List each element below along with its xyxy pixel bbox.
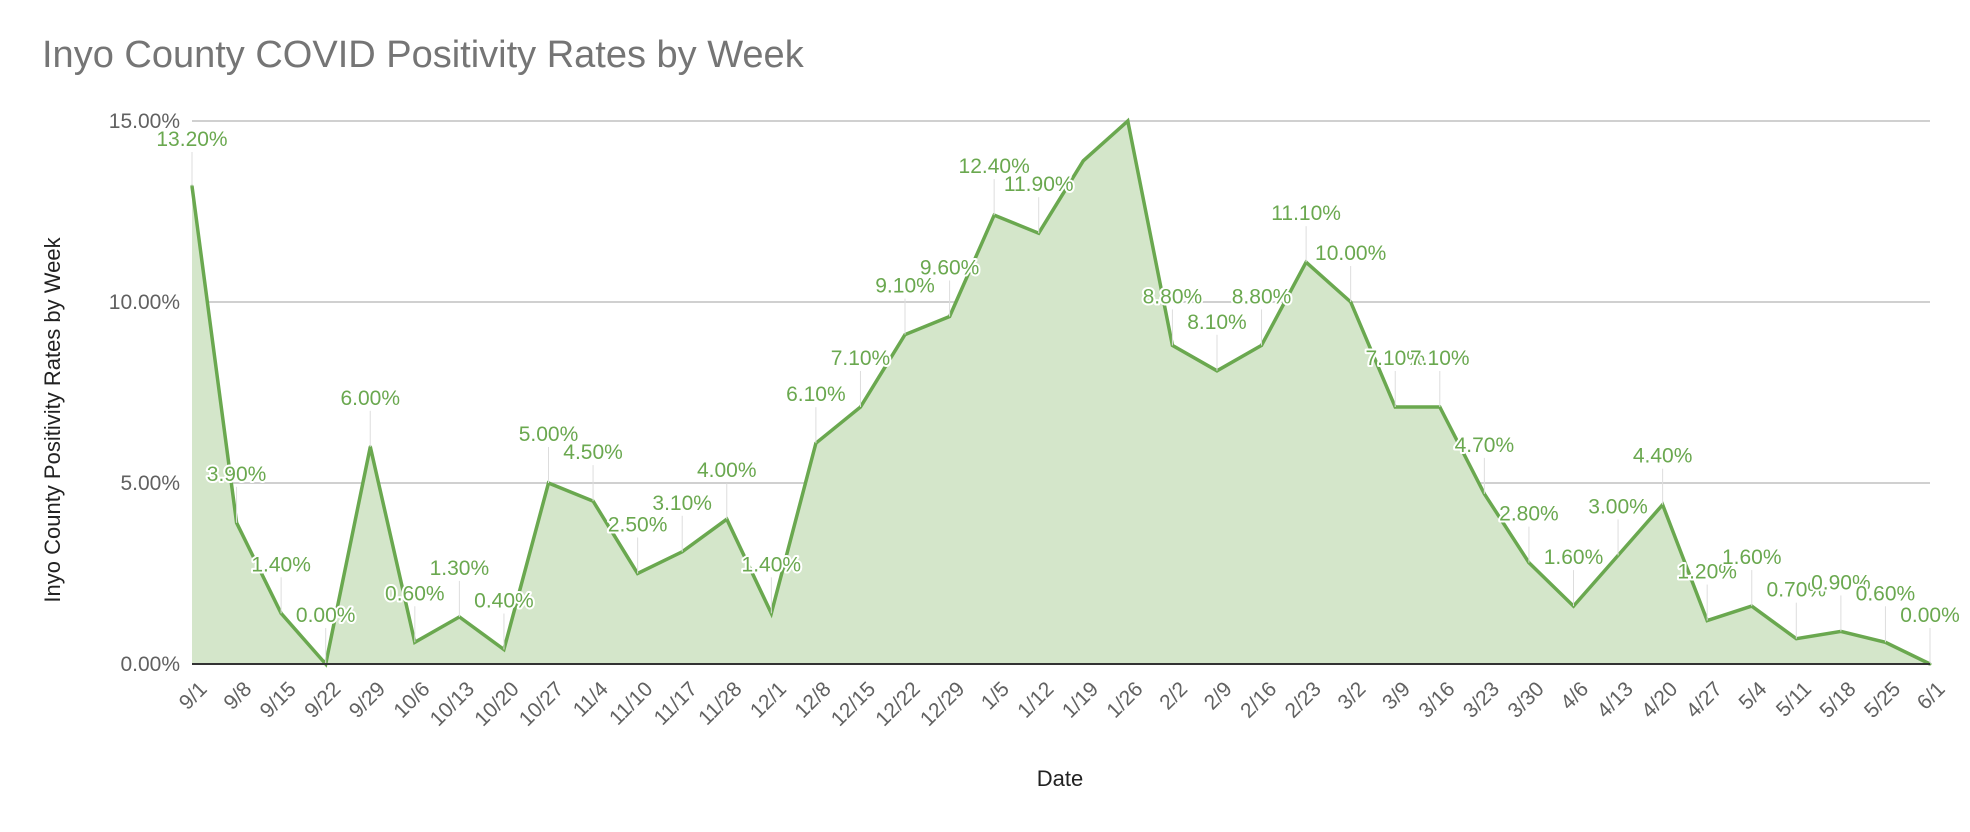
data-label: 12.40% [959,155,1030,178]
data-label: 1.20% [1677,561,1737,584]
data-label: 0.40% [474,590,534,613]
data-label: 10.00% [1315,242,1386,265]
data-label: 3.10% [652,492,712,515]
y-tick-label: 5.00% [120,472,180,495]
data-point [1126,119,1130,123]
x-tick-label: 5/25 [1860,677,1905,722]
area-fill [192,121,1930,664]
data-label: 9.10% [875,275,935,298]
x-tick-label: 9/1 [175,677,212,714]
data-label: 6.10% [786,383,846,406]
x-tick-label: 12/15 [827,677,880,730]
data-label: 7.10% [1365,347,1425,370]
data-label: 2.50% [608,514,668,537]
chart-title: Inyo County COVID Positivity Rates by We… [42,34,804,76]
x-tick-label: 5/11 [1772,677,1816,721]
x-tick-label: 1/12 [1013,677,1058,722]
x-axis-title: Date [1037,766,1083,791]
data-label: 4.50% [563,441,623,464]
x-tick-label: 11/28 [694,677,746,729]
data-label: 1.40% [742,553,802,576]
x-tick-label: 10/20 [470,677,523,730]
x-tick-label: 3/16 [1414,677,1459,722]
y-tick-label: 15.00% [109,110,180,133]
series-line [190,117,1931,668]
y-axis-title: Inyo County Positivity Rates by Week [40,236,65,602]
x-tick-label: 9/29 [345,677,390,722]
x-tick-label: 5/4 [1735,677,1772,714]
x-tick-label: 12/1 [746,677,791,722]
x-tick-label: 4/20 [1637,677,1682,722]
x-tick-label: 12/29 [916,677,969,730]
x-tick-label: 10/27 [515,677,568,730]
x-tick-label: 3/23 [1459,677,1504,722]
data-label: 0.90% [1811,571,1871,594]
x-tick-label: 9/15 [256,677,301,722]
data-label: 5.00% [519,423,579,446]
data-label: 1.30% [430,557,490,580]
data-label: 1.40% [251,553,311,576]
data-label: 4.00% [697,459,757,482]
data-label: 4.70% [1455,434,1515,457]
data-label: 11.10% [1271,202,1341,225]
data-label: 7.10% [831,347,891,370]
data-label: 13.20% [156,128,227,151]
x-tick-label: 10/13 [426,677,479,730]
data-label: 9.60% [920,256,980,279]
data-label: 1.60% [1544,546,1604,569]
x-tick-label: 2/2 [1155,677,1192,714]
data-label: 8.10% [1187,311,1247,334]
data-point [1081,159,1085,163]
data-label: 2.80% [1499,503,1559,526]
data-label: 0.60% [385,582,445,605]
x-tick-label: 6/1 [1913,677,1950,714]
data-label: 0.00% [296,604,356,627]
data-label: 3.90% [207,463,267,486]
data-label: 8.80% [1232,285,1292,308]
data-label: 1.60% [1722,546,1782,569]
x-tick-label: 4/13 [1593,677,1638,722]
x-tick-label: 5/18 [1815,677,1860,722]
data-label: 0.70% [1767,579,1827,602]
x-tick-label: 1/26 [1102,677,1147,722]
x-tick-label: 4/27 [1682,677,1727,722]
data-label: 8.80% [1143,285,1203,308]
area-series [190,117,1932,668]
x-tick-label: 3/9 [1378,677,1415,714]
x-tick-label: 3/2 [1333,677,1370,714]
x-tick-label: 1/19 [1058,677,1103,722]
data-label: 0.00% [1900,604,1960,627]
data-labels: 13.20%3.90%1.40%0.00%6.00%0.60%1.30%0.40… [154,126,1962,664]
data-label: 3.00% [1588,495,1648,518]
y-axis: 0.00% 5.00% 10.00% 15.00% [109,110,1930,676]
x-tick-label: 4/6 [1556,677,1593,714]
y-tick-label: 0.00% [120,653,180,676]
data-label: 6.00% [340,387,400,410]
x-tick-label: 12/22 [871,677,924,730]
data-label: 11.90% [1004,173,1074,196]
x-tick-label: 2/23 [1281,677,1326,722]
data-label: 4.40% [1633,445,1693,468]
x-tick-label: 9/22 [300,677,345,722]
x-tick-label: 2/9 [1200,677,1237,714]
x-tick-label: 11/10 [605,677,657,729]
data-label: 7.10% [1410,347,1470,370]
x-tick-label: 2/16 [1236,677,1281,722]
x-tick-label: 11/17 [650,677,702,729]
data-label: 0.60% [1856,582,1916,605]
x-tick-label: 1/5 [977,677,1014,714]
y-tick-label: 10.00% [109,291,180,314]
x-tick-label: 9/8 [219,677,256,714]
x-tick-label: 3/30 [1503,677,1548,722]
